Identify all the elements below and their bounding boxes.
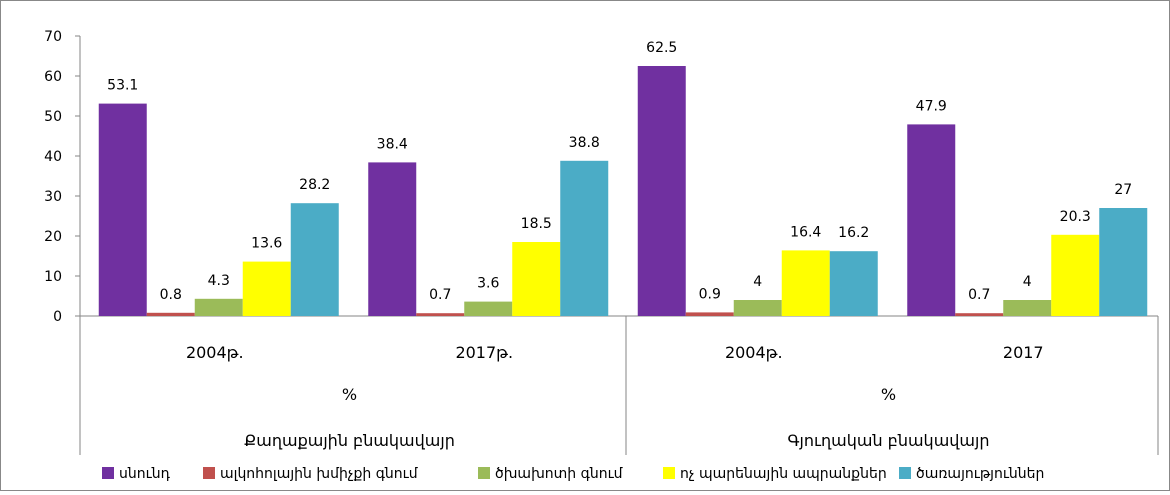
y-tick-label: 60 — [44, 69, 62, 85]
data-label: 4 — [753, 274, 762, 290]
group-label: Գյուղական բնակավայր — [788, 431, 990, 450]
data-label: 47.9 — [916, 98, 947, 114]
y-tick-label: 30 — [44, 189, 62, 205]
data-label: 38.8 — [569, 135, 600, 151]
legend-swatch — [663, 467, 675, 479]
data-label: 16.4 — [790, 224, 821, 240]
category-label: 2017 — [1003, 343, 1044, 362]
category-label: 2004թ. — [725, 343, 783, 362]
bar — [685, 312, 734, 316]
category-label: 2004թ. — [186, 343, 244, 362]
legend-label: ծառայություններ — [916, 466, 1044, 482]
bar — [146, 312, 195, 316]
legend-swatch — [478, 467, 490, 479]
bars-layer — [98, 66, 1148, 317]
y-tick-label: 0 — [53, 309, 62, 325]
data-label: 18.5 — [521, 216, 552, 232]
bar — [1003, 300, 1052, 316]
data-label: 0.8 — [160, 287, 182, 303]
bar — [560, 160, 609, 316]
data-label: 62.5 — [646, 40, 677, 56]
data-label: 0.9 — [699, 286, 721, 302]
legend-label: ալկոհոլային խմիչքի գնում — [220, 466, 419, 482]
y-tick-label: 10 — [44, 269, 62, 285]
labels-layer: 53.1 0.8 4.3 13.6 28.2 2004թ. 38.4 0.7 3.6 18.5 38… — [107, 40, 1132, 450]
bar — [781, 250, 830, 316]
bar — [242, 261, 291, 316]
bar — [416, 313, 465, 316]
data-label: 20.3 — [1060, 209, 1091, 225]
data-label: 4.3 — [208, 273, 230, 289]
data-label: 0.7 — [968, 287, 990, 303]
bar — [829, 251, 878, 316]
data-label: 38.4 — [377, 136, 408, 152]
bar — [290, 203, 339, 316]
data-label: 28.2 — [299, 177, 330, 193]
legend-swatch — [102, 467, 114, 479]
bar — [907, 124, 956, 317]
legend-label: սնունդ — [119, 466, 171, 482]
data-label: 27 — [1114, 182, 1132, 198]
data-label: 53.1 — [107, 78, 138, 94]
bar — [637, 66, 686, 316]
bar — [194, 298, 243, 316]
bar — [1051, 234, 1100, 316]
bar — [512, 242, 561, 316]
data-label: 16.2 — [838, 225, 869, 241]
data-label: 4 — [1023, 274, 1032, 290]
data-label: 0.7 — [429, 287, 451, 303]
bar — [1099, 208, 1148, 316]
legend-swatch — [203, 467, 215, 479]
unit-label: % — [342, 385, 357, 404]
group-label: Քաղաքային բնակավայր — [244, 431, 455, 450]
legend: սնունդ ալկոհոլային խմիչքի գնում ծխախոտի գն… — [102, 466, 1044, 482]
legend-label: ծխախոտի գնում — [495, 466, 624, 482]
legend-swatch — [899, 467, 911, 479]
bar — [368, 162, 417, 316]
unit-label: % — [881, 385, 896, 404]
bar — [98, 103, 147, 316]
bar — [464, 301, 513, 316]
bar — [955, 313, 1004, 316]
data-label: 13.6 — [251, 236, 282, 252]
legend-label: ոչ պարենային ապրանքներ — [680, 466, 887, 482]
y-tick-label: 50 — [44, 109, 62, 125]
y-tick-label: 70 — [44, 29, 62, 45]
y-tick-label: 40 — [44, 149, 62, 165]
y-tick-label: 20 — [44, 229, 62, 245]
category-label: 2017թ. — [455, 343, 513, 362]
data-label: 3.6 — [477, 276, 499, 292]
bar — [733, 300, 782, 316]
